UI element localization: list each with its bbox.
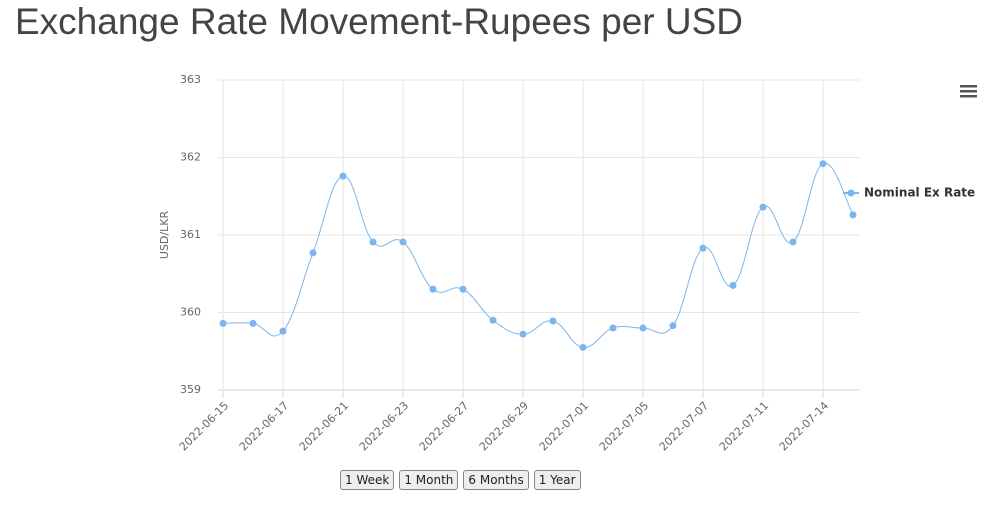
data-point	[219, 319, 227, 327]
y-tick-label: 360	[180, 306, 201, 319]
data-point	[429, 285, 437, 293]
data-point	[369, 238, 377, 246]
menu-icon[interactable]	[960, 85, 977, 98]
y-axis-title: USD/LKR	[158, 211, 171, 260]
data-point	[819, 160, 827, 168]
range-button[interactable]: 1 Week	[340, 470, 395, 490]
y-tick-label: 359	[180, 383, 201, 396]
x-tick-label: 2022-06-23	[357, 399, 411, 453]
chart-title: Exchange Rate Movement-Rupees per USD	[15, 1, 743, 42]
data-point	[519, 330, 527, 338]
data-point	[849, 211, 857, 219]
range-selector: 1 Week 1 Month 6 Months 1 Year	[340, 470, 581, 490]
data-point	[489, 316, 497, 324]
legend-label: Nominal Ex Rate	[864, 186, 975, 200]
range-button[interactable]: 1 Year	[533, 470, 581, 490]
x-tick-label: 2022-06-21	[297, 399, 351, 453]
x-tick-label: 2022-06-15	[177, 399, 231, 453]
data-point	[279, 327, 287, 335]
data-point	[639, 324, 647, 332]
data-point	[309, 249, 317, 257]
data-point	[549, 317, 557, 325]
range-button[interactable]: 6 Months	[463, 470, 529, 490]
data-point	[399, 238, 407, 246]
data-point	[789, 238, 797, 246]
data-point	[459, 285, 467, 293]
x-tick-label: 2022-07-05	[597, 399, 651, 453]
legend-marker	[847, 189, 855, 197]
x-tick-label: 2022-06-27	[417, 399, 471, 453]
y-tick-label: 362	[180, 151, 201, 164]
series-line	[222, 163, 854, 348]
x-tick-label: 2022-07-07	[657, 399, 711, 453]
data-point	[249, 319, 257, 327]
x-tick-label: 2022-06-17	[237, 399, 291, 453]
y-tick-label: 361	[180, 228, 201, 241]
data-point	[669, 322, 677, 330]
x-tick-label: 2022-07-11	[717, 399, 771, 453]
data-point	[699, 244, 707, 252]
data-point	[339, 172, 347, 180]
x-tick-label: 2022-07-14	[777, 399, 831, 453]
x-tick-label: 2022-06-29	[477, 399, 531, 453]
y-tick-label: 363	[180, 73, 201, 86]
data-point	[759, 203, 767, 211]
data-point	[609, 324, 617, 332]
x-tick-label: 2022-07-01	[537, 399, 591, 453]
range-button[interactable]: 1 Month	[399, 470, 459, 490]
data-point	[729, 281, 737, 289]
data-point	[579, 343, 587, 351]
